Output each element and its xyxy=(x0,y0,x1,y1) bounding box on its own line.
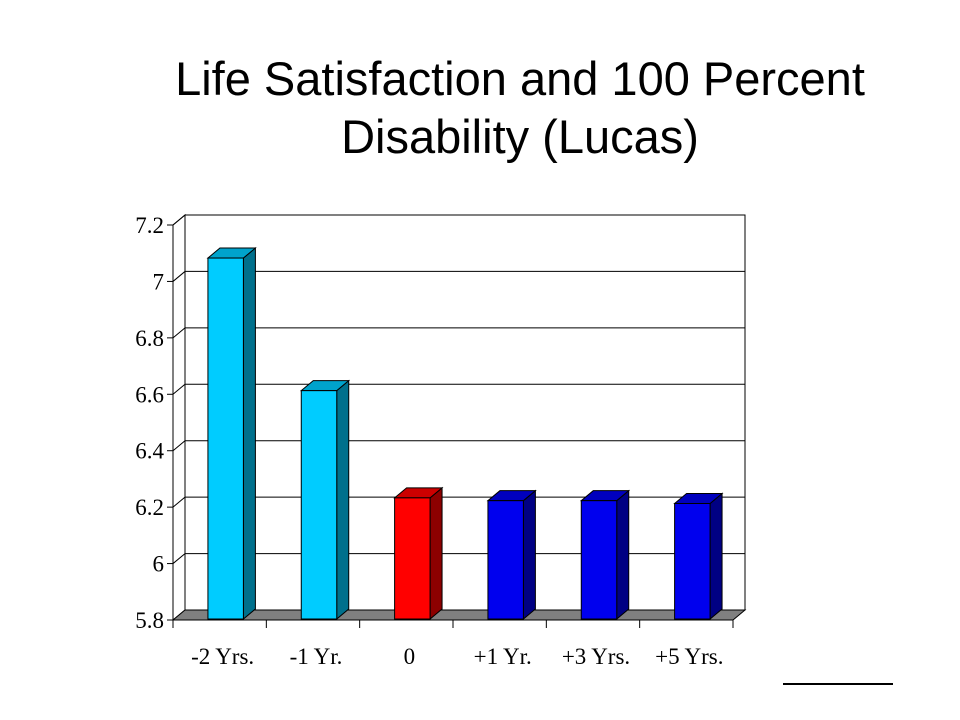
x-tick-label: -2 Yrs. xyxy=(191,644,254,669)
bar-front xyxy=(487,500,524,620)
bar-front xyxy=(674,503,711,620)
x-tick-label: +5 Yrs. xyxy=(655,644,723,669)
bar xyxy=(579,489,631,621)
bars xyxy=(206,246,724,621)
bar xyxy=(393,486,444,621)
gridline xyxy=(172,553,745,564)
bar-front xyxy=(394,497,431,620)
gridline xyxy=(172,383,745,395)
bar xyxy=(299,379,351,621)
chart-floor xyxy=(171,609,747,621)
gridline xyxy=(172,270,745,282)
gridline xyxy=(172,440,745,452)
gridlines xyxy=(172,214,745,564)
bar-side xyxy=(709,492,723,621)
y-tick-label: 6.4 xyxy=(135,439,164,464)
bar-side xyxy=(522,489,536,621)
y-tick-label: 7 xyxy=(153,269,165,294)
x-tick-label: +1 Yr. xyxy=(474,644,532,669)
back-wall xyxy=(184,214,746,611)
bar-front xyxy=(300,390,338,620)
chart-walls xyxy=(172,213,746,622)
bar xyxy=(206,246,257,621)
gridline xyxy=(172,496,745,508)
y-tick-label: 6.2 xyxy=(135,495,164,520)
y-tick-label: 6.8 xyxy=(135,326,164,351)
y-tick-label: 5.8 xyxy=(135,608,164,633)
x-tick-labels: -2 Yrs. -1 Yr. 0 +1 Yr. +3 Yrs. +5 Yrs. xyxy=(191,644,723,669)
floor xyxy=(171,609,747,621)
gridline xyxy=(172,214,745,226)
x-tick-label: +3 Yrs. xyxy=(562,644,630,669)
y-tick-label: 6.6 xyxy=(135,382,164,407)
gridline xyxy=(172,327,745,339)
side-wall xyxy=(172,213,186,622)
y-tick-label: 6 xyxy=(153,552,165,577)
axes xyxy=(167,224,734,628)
y-tick-labels: 5.8 6 6.2 6.4 6.6 6.8 7 7.2 xyxy=(135,213,164,633)
bar-side xyxy=(336,379,350,621)
bar-side xyxy=(429,486,443,621)
bar-side xyxy=(242,246,256,621)
chart-title: Life Satisfaction and 100 Percent Disabi… xyxy=(175,52,865,163)
bar xyxy=(673,492,724,621)
bar-front xyxy=(207,257,244,620)
x-tick-label: 0 xyxy=(404,644,416,669)
corner-line xyxy=(783,683,893,685)
bar-side xyxy=(616,489,630,621)
x-tick-label: -1 Yr. xyxy=(290,644,343,669)
bar xyxy=(486,489,537,621)
bar-front xyxy=(580,500,618,620)
y-tick-label: 7.2 xyxy=(135,213,164,238)
